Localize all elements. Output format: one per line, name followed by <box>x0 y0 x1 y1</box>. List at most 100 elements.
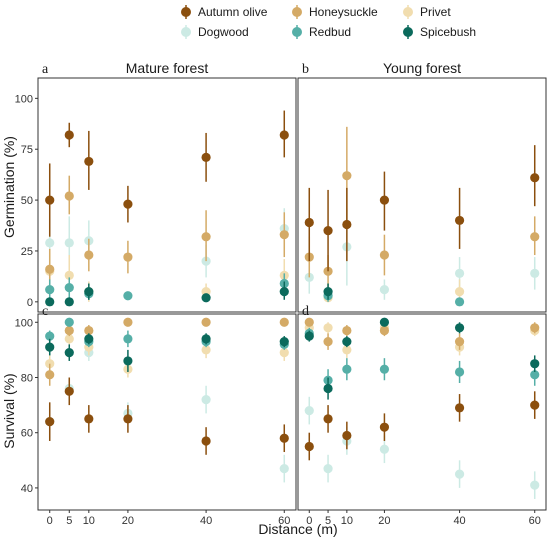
x-tick-label-d-5: 5 <box>325 515 331 527</box>
point-spicebush-c-10 <box>84 334 94 344</box>
point-dogwood-b-20 <box>379 285 390 295</box>
point-dogwood-c-60 <box>279 463 289 474</box>
legend-key-point-privet <box>403 7 413 17</box>
point-spicebush-d-0 <box>304 331 314 341</box>
point-redbud-d-10 <box>342 364 352 374</box>
point-autumn-olive-b-0 <box>304 217 314 228</box>
legend-label-privet: Privet <box>420 5 451 19</box>
point-dogwood-a-0 <box>45 238 55 248</box>
point-privet-c-40 <box>201 345 211 355</box>
point-autumn-olive-b-10 <box>342 219 352 230</box>
x-tick-label-c-60: 60 <box>278 515 290 527</box>
point-autumn-olive-c-20 <box>123 414 133 424</box>
panel-frame-c <box>37 313 297 511</box>
point-honeysuckle-a-10 <box>84 250 94 260</box>
x-tick-label-d-20: 20 <box>378 515 390 527</box>
point-spicebush-d-5 <box>323 383 333 394</box>
point-spicebush-a-60 <box>279 287 289 297</box>
y-tick-label-a-0: 0 <box>27 297 33 309</box>
panel-a: a 0 25 50 75 100 <box>15 62 297 313</box>
column-title-mature-forest: Mature forest <box>126 60 209 76</box>
panel-letter-d: d <box>302 304 309 319</box>
point-dogwood-a-5 <box>64 238 74 248</box>
point-autumn-olive-a-5 <box>64 130 74 140</box>
point-autumn-olive-c-10 <box>84 414 94 424</box>
point-autumn-olive-d-10 <box>342 430 352 441</box>
series-autumn-olive-d <box>304 391 540 461</box>
panel-letter-b: b <box>302 62 309 77</box>
point-spicebush-d-60 <box>530 359 540 369</box>
point-dogwood-d-40 <box>454 469 465 479</box>
y-tick-label-a-25: 25 <box>21 246 33 258</box>
y-tick-label-c-40: 40 <box>21 483 33 495</box>
column-title-young-forest: Young forest <box>383 60 461 76</box>
y-axis-title-germination: Germination (%) <box>1 136 17 238</box>
series-spicebush-b <box>323 283 333 300</box>
point-spicebush-c-40 <box>201 334 211 344</box>
panels: Mature forest Young foresta0255075100bc40… <box>15 60 547 527</box>
panel-plot-c <box>45 317 289 483</box>
point-autumn-olive-c-60 <box>279 433 289 443</box>
series-spicebush-c <box>45 333 289 372</box>
point-autumn-olive-b-20 <box>379 195 390 205</box>
point-spicebush-c-0 <box>45 342 55 352</box>
legend-item-redbud: Redbud <box>292 25 351 39</box>
point-privet-c-5 <box>64 334 74 344</box>
point-spicebush-d-40 <box>454 323 465 333</box>
point-autumn-olive-a-10 <box>84 156 94 167</box>
point-honeysuckle-c-0 <box>45 370 55 380</box>
point-autumn-olive-b-5 <box>323 226 333 236</box>
point-spicebush-a-10 <box>84 287 94 297</box>
legend-label-dogwood: Dogwood <box>198 25 249 39</box>
y-tick-label-a-75: 75 <box>21 144 33 156</box>
legend-label-spicebush: Spicebush <box>420 25 476 39</box>
panel-letter-a: a <box>42 62 49 77</box>
point-redbud-d-40 <box>454 367 465 377</box>
point-spicebush-a-0 <box>45 297 55 307</box>
legend-label-honeysuckle: Honeysuckle <box>309 5 378 19</box>
point-honeysuckle-a-40 <box>201 232 211 242</box>
point-honeysuckle-d-10 <box>342 325 352 336</box>
point-spicebush-a-40 <box>201 293 211 303</box>
point-redbud-c-20 <box>123 334 133 344</box>
point-spicebush-b-5 <box>323 287 333 297</box>
point-honeysuckle-d-0 <box>304 317 314 327</box>
point-dogwood-d-60 <box>530 480 540 490</box>
point-spicebush-c-5 <box>64 348 74 358</box>
panel-c: c 40 60 80 100 0 5 10 20 40 60 <box>15 304 297 527</box>
x-tick-label-c-0: 0 <box>47 515 53 527</box>
point-autumn-olive-a-60 <box>279 130 289 140</box>
y-tick-label-c-100: 100 <box>15 317 33 329</box>
panel-plot-a <box>45 110 289 307</box>
point-dogwood-d-0 <box>304 406 314 416</box>
y-tick-label-a-100: 100 <box>15 93 33 105</box>
point-redbud-a-5 <box>64 282 74 293</box>
panel-frame-d <box>297 313 547 511</box>
point-honeysuckle-c-40 <box>201 317 211 327</box>
panel-d: d 0 5 10 20 40 60 <box>297 304 547 527</box>
legend-key-point-dogwood <box>181 27 191 37</box>
point-dogwood-b-40 <box>454 268 465 278</box>
x-tick-label-c-10: 10 <box>83 515 95 527</box>
point-dogwood-d-5 <box>323 463 333 474</box>
point-autumn-olive-c-40 <box>201 436 211 446</box>
panel-frame-a <box>37 77 297 313</box>
series-honeysuckle-d <box>304 317 540 350</box>
panel-plot-d <box>304 317 540 499</box>
panel-letter-c: c <box>42 304 48 319</box>
panel-b: b <box>297 62 547 313</box>
point-dogwood-d-20 <box>379 444 390 454</box>
point-spicebush-c-60 <box>279 337 289 347</box>
point-honeysuckle-d-5 <box>323 337 333 347</box>
legend-item-honeysuckle: Honeysuckle <box>292 5 378 19</box>
x-tick-label-d-0: 0 <box>306 515 312 527</box>
point-privet-d-5 <box>323 323 333 333</box>
point-dogwood-b-60 <box>530 268 540 278</box>
point-autumn-olive-a-20 <box>123 199 133 209</box>
point-autumn-olive-d-20 <box>379 422 390 432</box>
point-spicebush-d-20 <box>379 317 390 327</box>
y-tick-label-a-50: 50 <box>21 195 33 207</box>
y-tick-label-c-80: 80 <box>21 372 33 384</box>
point-autumn-olive-a-40 <box>201 152 211 162</box>
